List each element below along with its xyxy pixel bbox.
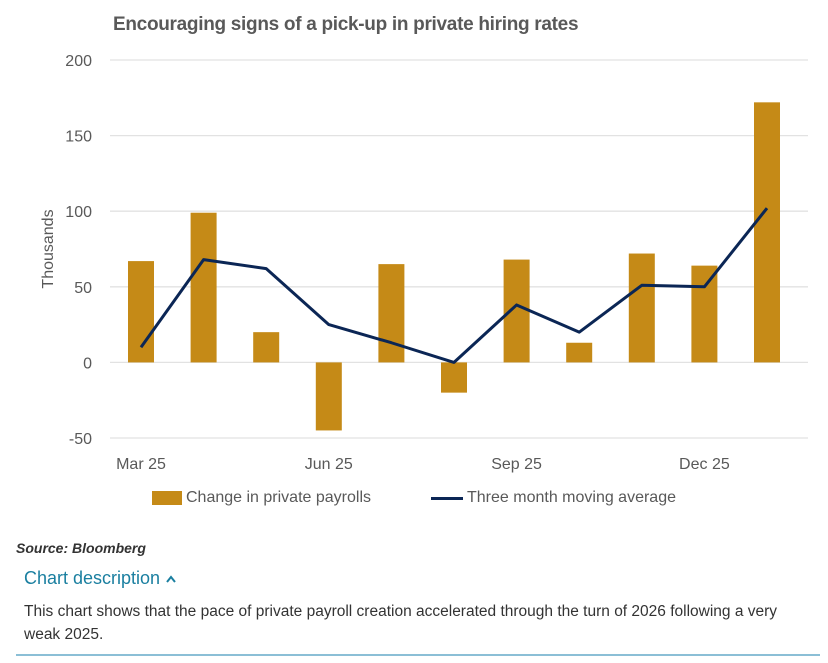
y-tick-label: 0 <box>83 355 92 372</box>
x-tick-label: Mar 25 <box>116 456 166 473</box>
bar <box>691 265 718 363</box>
bar <box>628 253 655 363</box>
legend-label-payrolls: Change in private payrolls <box>186 489 371 506</box>
bar <box>503 259 530 363</box>
bar <box>566 342 593 363</box>
chart-description-text: This chart shows that the pace of privat… <box>24 603 778 643</box>
x-tick-label: Sep 25 <box>491 456 542 473</box>
y-tick-label: 50 <box>74 280 92 297</box>
bar <box>190 212 217 363</box>
y-tick-label: -50 <box>69 431 92 448</box>
chart-title: Encouraging signs of a pick-up in privat… <box>113 14 579 35</box>
bar <box>378 264 405 363</box>
source-note: Source: Bloomberg <box>16 540 146 556</box>
legend-label-average: Three month moving average <box>467 489 676 506</box>
legend-swatch-line <box>431 496 463 500</box>
chevron-up-icon <box>166 575 176 583</box>
chart: 200 150 100 50 0 -50 Thousands Mar 25 Jun 25 Sep … <box>40 53 808 473</box>
y-axis-label: Thousands <box>40 209 57 288</box>
chart-description-label: Chart description <box>24 568 161 588</box>
y-tick-label: 150 <box>65 129 92 146</box>
chart-description-toggle[interactable]: Chart description <box>24 568 177 589</box>
divider <box>16 654 820 656</box>
bar <box>441 362 467 393</box>
bar <box>754 102 780 363</box>
y-tick-label: 200 <box>65 53 92 70</box>
x-tick-label: Jun 25 <box>305 456 353 473</box>
legend: Change in private payrolls Three month m… <box>152 489 676 507</box>
x-tick-label: Dec 25 <box>679 456 730 473</box>
bar <box>253 332 280 363</box>
moving-average-line <box>139 207 769 364</box>
y-tick-label: 100 <box>65 204 92 221</box>
legend-swatch-bar <box>152 491 182 505</box>
bar <box>315 362 342 431</box>
